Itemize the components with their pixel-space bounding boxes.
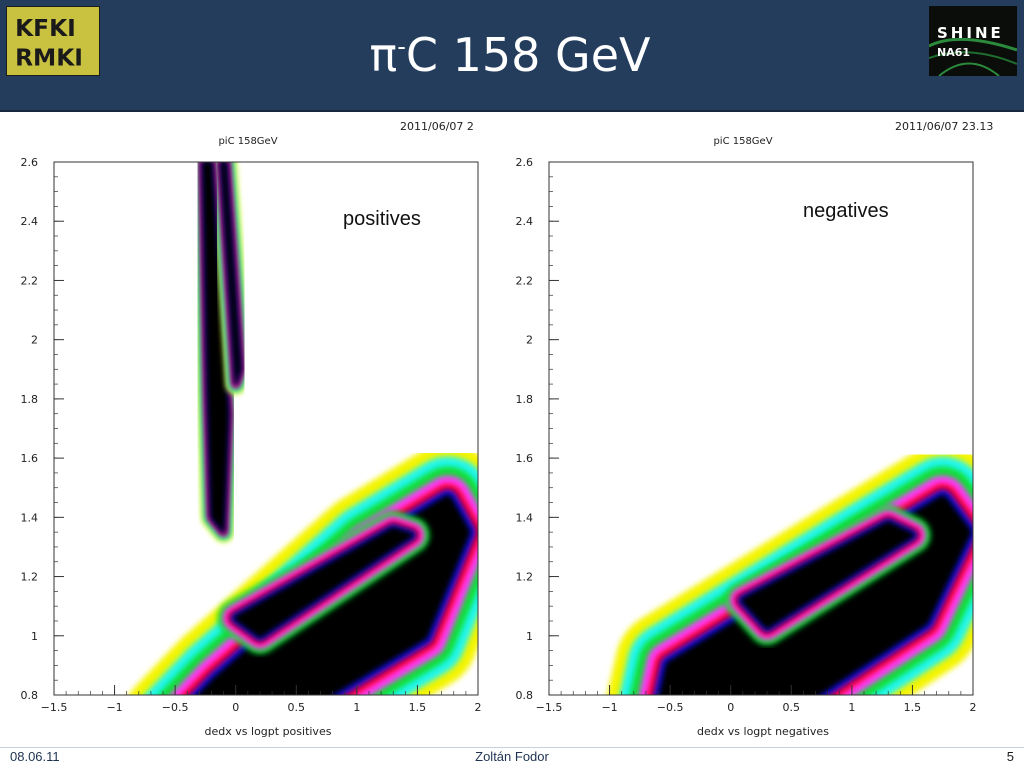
slide-header: KFKI RMKI π-C 158 GeV SHINE NA61 — [0, 0, 1024, 110]
y-tick-label: 1.2 — [516, 571, 534, 584]
density-spike-2-level-6 — [219, 162, 243, 386]
x-tick-label: −1 — [106, 701, 122, 714]
density-layer — [607, 444, 973, 695]
density-layer — [129, 162, 478, 695]
plot-timestamp: 2011/06/07 23.13 — [895, 120, 993, 133]
slide-title: π-C 158 GeV — [300, 20, 720, 90]
kfki-rmki-logo: KFKI RMKI — [6, 6, 100, 76]
y-tick-label: 1 — [31, 630, 38, 643]
x-axis-label: dedx vs logpt positives — [205, 725, 332, 738]
plot-annotation: positives — [343, 208, 421, 230]
x-tick-label: −1 — [601, 701, 617, 714]
x-tick-label: 2 — [970, 701, 977, 714]
page-number: 5 — [1006, 749, 1014, 764]
x-tick-label: 0 — [727, 701, 734, 714]
title-superscript: - — [397, 32, 406, 61]
shine-na61-logo: SHINE NA61 — [929, 6, 1017, 76]
plot-title: piC 158GeV — [713, 136, 772, 147]
plot-timestamp: 2011/06/07 2 — [400, 120, 474, 133]
y-tick-label: 2 — [31, 334, 38, 347]
negatives-heatmap: piC 158GeV 2011/06/07 23.13 −1.5 −1 −0.5 0 0.5… — [503, 115, 994, 745]
x-tick-label: 1 — [353, 701, 360, 714]
y-tick-label: 2.4 — [516, 215, 534, 228]
y-tick-label: 1 — [526, 630, 533, 643]
y-tick-label: 1.6 — [21, 452, 39, 465]
logo-na61-text: NA61 — [937, 46, 970, 59]
y-tick-label: 1.2 — [21, 571, 39, 584]
y-tick-label: 1.4 — [516, 511, 534, 524]
x-tick-label: 0.5 — [783, 701, 801, 714]
y-tick-label: 1.6 — [516, 452, 534, 465]
footer-date: 08.06.11 — [10, 749, 60, 764]
x-tick-label: 1 — [848, 701, 855, 714]
title-rest: C 158 GeV — [405, 28, 651, 82]
y-tick-label: 2.2 — [21, 274, 39, 287]
footer-rule — [0, 747, 1024, 748]
footer-author: Zoltán Fodor — [475, 749, 549, 764]
x-tick-label: −1.5 — [536, 701, 563, 714]
density-spike-level-6 — [201, 162, 230, 534]
plot-annotation: negatives — [803, 200, 889, 222]
density-main-core-level-6 — [232, 526, 415, 639]
y-tick-label: 0.8 — [21, 689, 39, 702]
y-tick-label: 2 — [526, 334, 533, 347]
x-axis-label: dedx vs logpt negatives — [697, 725, 829, 738]
y-tick-label: 2.6 — [21, 156, 39, 169]
header-rule — [0, 110, 1024, 112]
y-tick-label: 1.8 — [21, 393, 39, 406]
x-tick-label: −0.5 — [162, 701, 189, 714]
y-tick-label: 2.6 — [516, 156, 534, 169]
positives-heatmap: piC 158GeV 2011/06/07 2 −1.5 −1 −0.5 0 0.5 1 1.5… — [8, 115, 498, 745]
x-tick-label: −0.5 — [657, 701, 684, 714]
y-tick-label: 1.8 — [516, 393, 534, 406]
x-tick-label: 1.5 — [904, 701, 922, 714]
plot-title: piC 158GeV — [218, 136, 277, 147]
x-tick-label: −1.5 — [41, 701, 68, 714]
logo-line-1: KFKI — [15, 15, 76, 42]
y-tick-label: 1.4 — [21, 511, 39, 524]
logo-line-2: RMKI — [15, 44, 83, 71]
y-tick-label: 2.2 — [516, 274, 534, 287]
density-main-core-level-6 — [740, 520, 916, 630]
title-pi: π — [369, 28, 398, 82]
x-tick-label: 1.5 — [409, 701, 427, 714]
x-tick-label: 2 — [475, 701, 482, 714]
x-tick-label: 0 — [232, 701, 239, 714]
logo-shine-text: SHINE — [937, 24, 1004, 42]
y-tick-label: 2.4 — [21, 215, 39, 228]
x-tick-label: 0.5 — [288, 701, 306, 714]
y-tick-label: 0.8 — [516, 689, 534, 702]
